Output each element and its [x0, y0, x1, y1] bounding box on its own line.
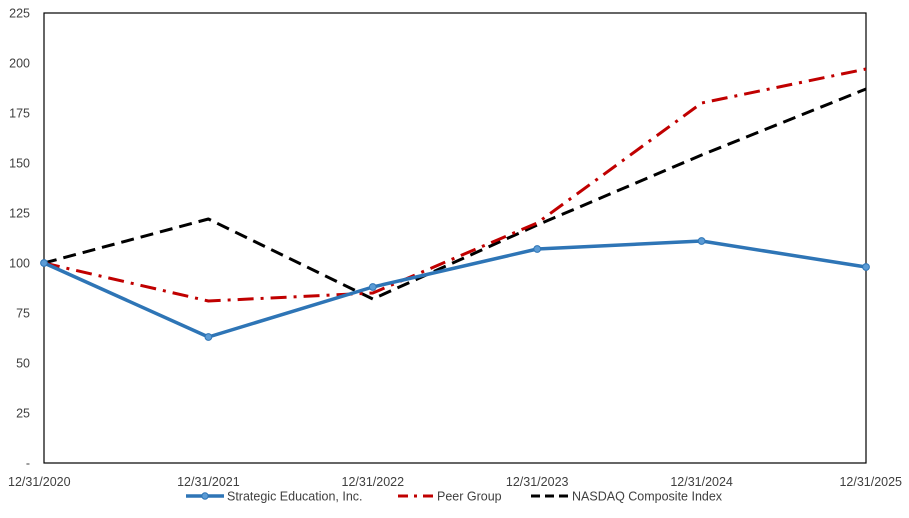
series-layer: [40, 67, 870, 341]
x-tick-label: 12/31/2023: [506, 475, 569, 489]
legend: Strategic Education, Inc. Peer Group NAS…: [186, 490, 723, 504]
series-line-strategic-education-inc: [43, 239, 867, 339]
data-point-marker: [533, 245, 542, 253]
legend-item-peer-group: Peer Group: [398, 490, 502, 504]
x-tick-label: 12/31/2024: [670, 475, 733, 489]
series-line-peer-group: [43, 67, 867, 303]
y-tick-label: 25: [16, 407, 30, 421]
x-tick-label: 12/31/2022: [342, 475, 405, 489]
legend-item-nasdaq-composite: NASDAQ Composite Index: [531, 490, 723, 504]
plot-area-frame: [43, 12, 867, 464]
y-axis-ticks: - 25 50 75 100 125 150 175 200 225: [9, 7, 30, 471]
legend-marker-strategic-education: [201, 492, 209, 500]
data-point-marker: [40, 259, 48, 267]
data-point-marker: [368, 283, 377, 291]
x-tick-label: 12/31/2025: [839, 475, 902, 489]
y-tick-label: 100: [9, 257, 30, 271]
legend-item-strategic-education: Strategic Education, Inc.: [186, 490, 363, 504]
series-line-nasdaq-composite-index: [43, 87, 867, 301]
data-point-marker: [204, 333, 213, 341]
y-tick-label: 125: [9, 207, 30, 221]
y-tick-label: 75: [16, 307, 30, 321]
data-point-marker: [862, 263, 870, 271]
y-tick-label: 150: [9, 157, 30, 171]
y-tick-label: 200: [9, 57, 30, 71]
y-tick-label: 175: [9, 107, 30, 121]
y-tick-label: 225: [9, 7, 30, 21]
x-axis-ticks: 12/31/2020 12/31/2021 12/31/2022 12/31/2023…: [8, 475, 902, 489]
y-tick-label: 50: [16, 357, 30, 371]
y-tick-label: -: [26, 457, 30, 471]
x-tick-label: 12/31/2021: [177, 475, 240, 489]
legend-label-strategic-education: Strategic Education, Inc.: [227, 490, 363, 504]
data-point-marker: [697, 237, 706, 245]
legend-label-nasdaq-composite: NASDAQ Composite Index: [572, 490, 723, 504]
legend-label-peer-group: Peer Group: [437, 490, 502, 504]
x-tick-label: 12/31/2020: [8, 475, 71, 489]
